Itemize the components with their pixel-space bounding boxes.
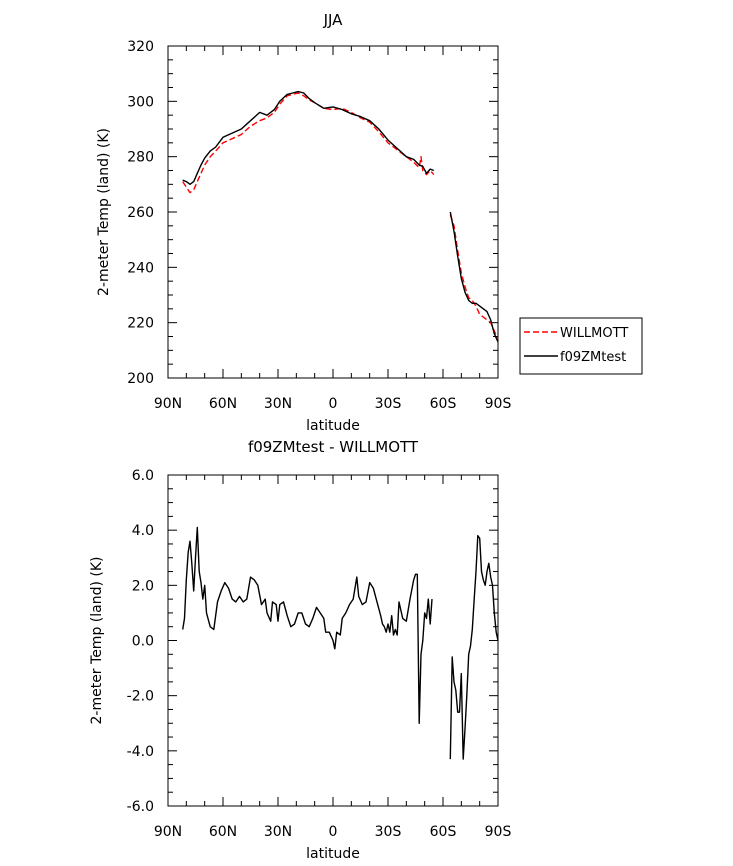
x-tick-label: 60S (430, 396, 457, 412)
x-axis-label: latitude (306, 418, 360, 434)
y-axis-label: 2-meter Temp (land) (K) (96, 128, 112, 296)
y-tick-label: 240 (127, 260, 154, 276)
chart-title: f09ZMtest - WILLMOTT (248, 438, 419, 456)
series-line-f09zmtest (182, 90, 435, 186)
series-line-willmott (182, 92, 435, 194)
chart-title: JJA (323, 11, 344, 29)
y-tick-label: 280 (127, 150, 154, 166)
x-tick-label: 30N (264, 396, 292, 412)
plot-frame (167, 45, 499, 379)
y-tick-label: 200 (127, 371, 154, 387)
y-tick-label: 320 (127, 39, 154, 55)
y-tick-label: -6.0 (127, 799, 154, 815)
y-tick-label: 2.0 (132, 578, 154, 594)
x-tick-label: 60N (209, 396, 237, 412)
y-tick-label: 260 (127, 205, 154, 221)
x-tick-label: 60S (430, 824, 457, 840)
x-tick-label: 0 (329, 824, 338, 840)
x-tick-label: 0 (329, 396, 338, 412)
y-tick-label: 6.0 (132, 468, 154, 484)
y-tick-label: -4.0 (127, 744, 154, 760)
x-tick-label: 30S (375, 396, 402, 412)
x-tick-label: 90N (154, 824, 182, 840)
x-tick-label: 60N (209, 824, 237, 840)
y-tick-label: 300 (127, 94, 154, 110)
y-tick-label: 0.0 (132, 634, 154, 650)
y-tick-label: 220 (127, 316, 154, 332)
x-tick-label: 30N (264, 824, 292, 840)
x-tick-label: 90N (154, 396, 182, 412)
y-tick-label: 4.0 (132, 523, 154, 539)
x-tick-label: 90S (485, 396, 512, 412)
legend-box (519, 317, 643, 375)
series-line-f09zmtest (449, 211, 499, 343)
series-line-difference (449, 535, 499, 760)
legend-label: f09ZMtest (560, 350, 626, 365)
legend-label: WILLMOTT (560, 326, 628, 341)
x-axis-label: latitude (306, 846, 360, 862)
series-line-difference (182, 526, 433, 724)
x-tick-label: 90S (485, 824, 512, 840)
y-axis-label: 2-meter Temp (land) (K) (89, 557, 105, 725)
x-tick-label: 30S (375, 824, 402, 840)
y-tick-label: -2.0 (127, 689, 154, 705)
